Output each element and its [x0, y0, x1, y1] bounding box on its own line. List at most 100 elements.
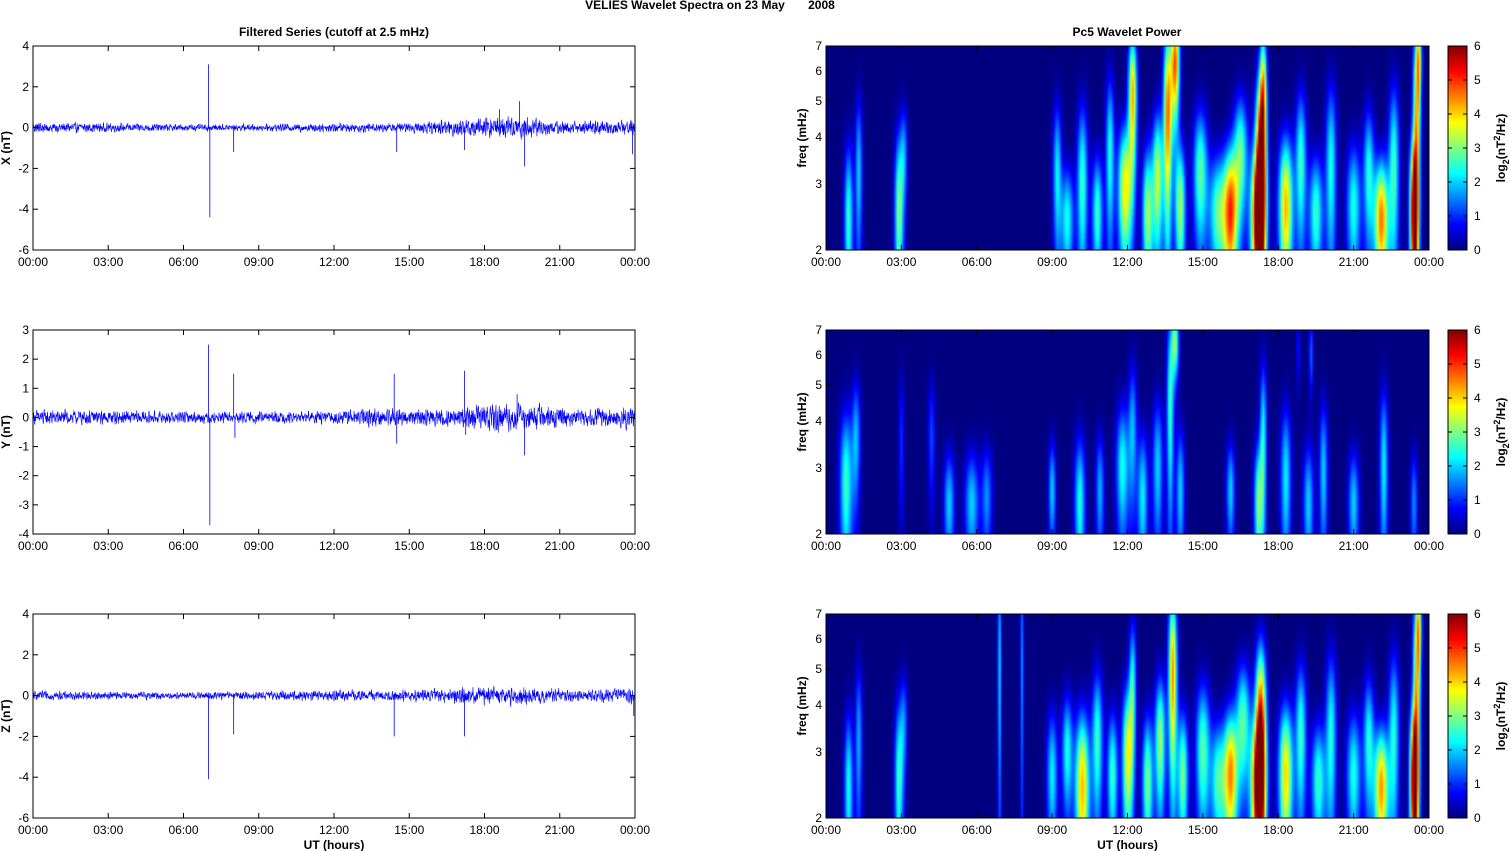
- filtered-z-ytick-label: -2: [18, 729, 29, 743]
- filtered-y-ytick-label: 1: [22, 381, 29, 395]
- filtered-x-ytick-label: -6: [18, 243, 29, 257]
- wavelet-y-xtick-label: 00:00: [1414, 539, 1444, 553]
- filtered-y-xtick-label: 21:00: [545, 539, 575, 553]
- wavelet-x-ytick-label: 7: [815, 39, 822, 53]
- filtered-y-ytick-label: -2: [18, 469, 29, 483]
- wavelet-y-ytick-label: 3: [815, 461, 822, 475]
- filtered-y-plot-area: [33, 330, 635, 534]
- wavelet-y-colorbar-tick-label: 5: [1474, 357, 1481, 371]
- filtered-x-series-line: [32, 116, 636, 140]
- wavelet-y-colorbar-tick-label: 0: [1474, 527, 1481, 541]
- filtered-y-ytick-label: 3: [22, 323, 29, 337]
- filtered-z-xlabel: UT (hours): [304, 838, 365, 851]
- filtered-x-ytick-label: -4: [18, 202, 29, 216]
- wavelet-x-xtick-label: 06:00: [962, 255, 992, 269]
- wavelet-y-ytick-label: 4: [815, 414, 822, 428]
- wavelet-y-heatmap-image: [826, 330, 1429, 534]
- wavelet-y-xtick-label: 18:00: [1263, 539, 1293, 553]
- filtered-z-xtick-label: 12:00: [319, 823, 349, 837]
- wavelet-y-ytick-label: 7: [815, 323, 822, 337]
- wavelet-z-colorbar-tick-label: 4: [1474, 675, 1481, 689]
- wavelet-z-xtick-label: 18:00: [1263, 823, 1293, 837]
- filtered-z-xtick-label: 15:00: [394, 823, 424, 837]
- wavelet-y-colorbar-tick-label: 4: [1474, 391, 1481, 405]
- figure-suptitle: VELIES Wavelet Spectra on 23 May 2008: [585, 0, 835, 12]
- filtered-y-ytick-label: -3: [18, 498, 29, 512]
- filtered-y-ytick-label: -4: [18, 527, 29, 541]
- wavelet-x-ylabel: freq (mHz): [795, 108, 809, 167]
- wavelet-x-colorbar-tick-label: 6: [1474, 39, 1481, 53]
- wavelet-y-ytick-label: 5: [815, 378, 822, 392]
- wavelet-y-xtick-label: 03:00: [886, 539, 916, 553]
- wavelet-z-xtick-label: 21:00: [1339, 823, 1369, 837]
- wavelet-z-ytick-label: 4: [815, 698, 822, 712]
- wavelet-x-colorbar-tick-label: 5: [1474, 73, 1481, 87]
- filtered-z-ytick-label: -4: [18, 770, 29, 784]
- filtered-x-ytick-label: 2: [22, 80, 29, 94]
- wavelet-x-ytick-label: 4: [815, 130, 822, 144]
- wavelet-x-colorbar-tick-label: 1: [1474, 209, 1481, 223]
- wavelet-y-ylabel: freq (mHz): [795, 392, 809, 451]
- filtered-x-ylabel: X (nT): [0, 131, 13, 165]
- wavelet-z-xtick-label: 00:00: [811, 823, 841, 837]
- wavelet-y-ytick-label: 2: [815, 527, 822, 541]
- wavelet-x-xtick-label: 21:00: [1339, 255, 1369, 269]
- wavelet-z-ylabel: freq (mHz): [795, 676, 809, 735]
- filtered-y-xtick-label: 09:00: [244, 539, 274, 553]
- filtered-x-xtick-label: 00:00: [620, 255, 650, 269]
- filtered-x-ytick-label: -2: [18, 161, 29, 175]
- wavelet-x-colorbar-tick-label: 0: [1474, 243, 1481, 257]
- wavelet-x-xtick-label: 18:00: [1263, 255, 1293, 269]
- wavelet-y-xtick-label: 15:00: [1188, 539, 1218, 553]
- filtered-z-xtick-label: 09:00: [244, 823, 274, 837]
- filtered-x-ytick-label: 0: [22, 121, 29, 135]
- wavelet-x-colorbar-label: log2(nT2/Hz): [1492, 114, 1511, 183]
- wavelet-x-xtick-label: 00:00: [811, 255, 841, 269]
- filtered-z-ytick-label: 2: [22, 648, 29, 662]
- wavelet-z-ytick-label: 6: [815, 632, 822, 646]
- filtered-y-xtick-label: 03:00: [93, 539, 123, 553]
- filtered-y-xtick-label: 00:00: [18, 539, 48, 553]
- wavelet-z-ytick-label: 3: [815, 745, 822, 759]
- wavelet-z-ytick-label: 2: [815, 811, 822, 825]
- filtered-y-xtick-label: 00:00: [620, 539, 650, 553]
- wavelet-z-xtick-label: 15:00: [1188, 823, 1218, 837]
- wavelet-y-xtick-label: 06:00: [962, 539, 992, 553]
- wavelet-x-xtick-label: 12:00: [1112, 255, 1142, 269]
- wavelet-z-heatmap-image: [826, 614, 1429, 818]
- wavelet-y-colorbar-tick-label: 6: [1474, 323, 1481, 337]
- filtered-x-xtick-label: 06:00: [168, 255, 198, 269]
- wavelet-y-xtick-label: 21:00: [1339, 539, 1369, 553]
- filtered-z-ylabel: Z (nT): [0, 699, 13, 732]
- filtered-z-ytick-label: 0: [22, 689, 29, 703]
- wavelet-y-ytick-label: 6: [815, 348, 822, 362]
- wavelet-z-xtick-label: 12:00: [1112, 823, 1142, 837]
- wavelet-y-xtick-label: 09:00: [1037, 539, 1067, 553]
- wavelet-x-ytick-label: 6: [815, 64, 822, 78]
- filtered-y-xtick-label: 06:00: [168, 539, 198, 553]
- right-column-title: Pc5 Wavelet Power: [1073, 25, 1182, 39]
- filtered-z-xtick-label: 00:00: [620, 823, 650, 837]
- filtered-z-xtick-label: 18:00: [469, 823, 499, 837]
- wavelet-z-colorbar-tick-label: 3: [1474, 709, 1481, 723]
- wavelet-z-colorbar-tick-label: 2: [1474, 743, 1481, 757]
- wavelet-z-colorbar-label: log2(nT2/Hz): [1492, 682, 1511, 751]
- filtered-z-xtick-label: 06:00: [168, 823, 198, 837]
- filtered-x-xtick-label: 03:00: [93, 255, 123, 269]
- wavelet-z-xtick-label: 09:00: [1037, 823, 1067, 837]
- filtered-y-ylabel: Y (nT): [0, 415, 13, 449]
- filtered-y-ytick-label: -1: [18, 440, 29, 454]
- filtered-x-xtick-label: 09:00: [244, 255, 274, 269]
- wavelet-z-colorbar-tick-label: 1: [1474, 777, 1481, 791]
- filtered-x-xtick-label: 15:00: [394, 255, 424, 269]
- wavelet-x-colorbar-tick-label: 4: [1474, 107, 1481, 121]
- wavelet-z-xtick-label: 00:00: [1414, 823, 1444, 837]
- filtered-y-ytick-label: 2: [22, 352, 29, 366]
- wavelet-x-xtick-label: 09:00: [1037, 255, 1067, 269]
- wavelet-y-colorbar-tick-label: 3: [1474, 425, 1481, 439]
- wavelet-y-colorbar-tick-label: 2: [1474, 459, 1481, 473]
- filtered-z-ytick-label: -6: [18, 811, 29, 825]
- filtered-y-series-line: [32, 402, 636, 433]
- wavelet-z-colorbar-tick-label: 6: [1474, 607, 1481, 621]
